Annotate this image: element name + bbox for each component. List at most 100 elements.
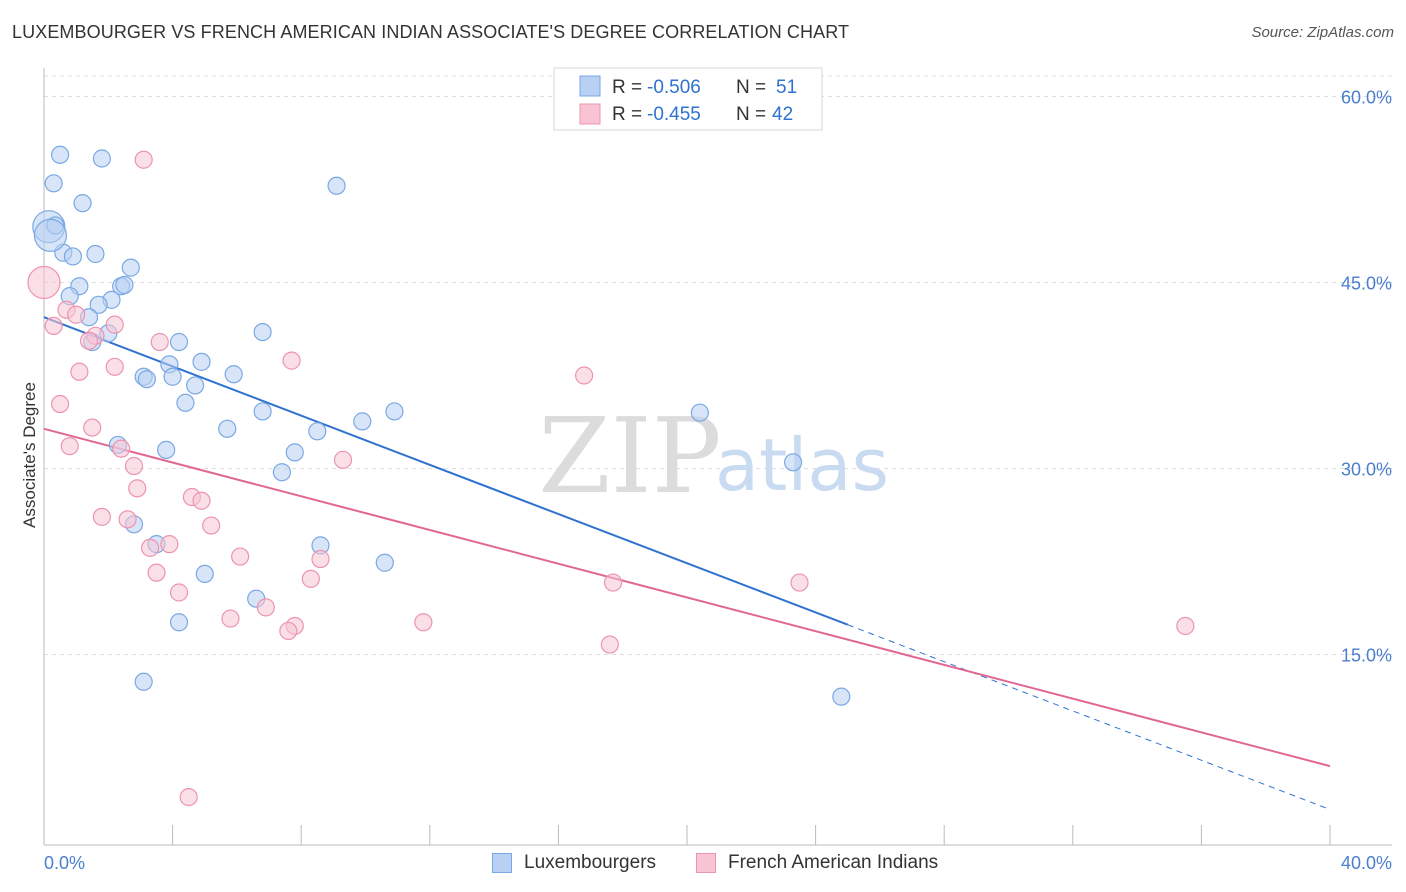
french-american-indians-point-21 (192, 491, 211, 510)
luxembourgers-point-22 (192, 352, 211, 371)
luxembourgers-point-26 (163, 367, 182, 386)
french-american-indians-point-30 (301, 569, 320, 588)
legend-top: R = -0.506 N = 51 R = -0.455 N = 42 (553, 67, 823, 131)
luxembourgers-point-8 (63, 247, 83, 266)
french-american-indians-point-41 (179, 787, 198, 807)
french-american-indians-point-22 (92, 507, 111, 526)
french-american-indians-point-31 (603, 573, 623, 592)
french-american-indians-point-35 (221, 609, 240, 628)
legend-label-luxembourgers: Luxembourgers (524, 852, 657, 873)
luxembourgers-point-30 (253, 402, 272, 421)
trend-line-luxembourgers (43, 316, 849, 626)
french-american-indians-point-10 (105, 357, 124, 376)
trend-line-french-american-indians (43, 427, 1331, 768)
grid-lines (44, 75, 1392, 655)
luxembourgers-point-9 (86, 244, 105, 264)
luxembourgers-point-33 (218, 419, 237, 438)
luxembourgers-point-49 (832, 687, 851, 706)
french-american-indians-point-25 (140, 538, 160, 557)
luxembourgers-point-50 (33, 218, 68, 252)
legend-n-value-2: 42 (772, 104, 793, 125)
legend-r-label-2: R = (612, 104, 647, 125)
luxembourgers-point-18 (253, 323, 272, 342)
french-american-indians-point-17 (333, 450, 353, 469)
legend-r-value-1: -0.506 (647, 77, 701, 98)
french-american-indians-point-16 (112, 439, 131, 458)
french-american-indians-point-19 (128, 479, 147, 498)
tick-labels: 15.0% 30.0% 45.0% 60.0% 0.0% 40.0% (44, 88, 1392, 874)
french-american-indians-point-4 (44, 316, 63, 335)
legend-item-luxembourgers[interactable]: Luxembourgers (492, 852, 656, 874)
legend-swatch-blue (579, 75, 601, 97)
french-american-indians-point-3 (67, 305, 86, 324)
luxembourgers-point-10 (121, 258, 140, 277)
luxembourgers-point-39 (272, 463, 292, 482)
y-tick-label-0: 15.0% (1341, 646, 1392, 666)
luxembourgers-point-1 (44, 174, 63, 193)
luxembourgers-point-31 (385, 402, 404, 421)
luxembourgers-point-4 (73, 194, 92, 213)
french-american-indians-point-15 (60, 437, 79, 456)
source-label: Source: ZipAtlas.com (1251, 24, 1394, 41)
french-american-indians-point-40 (600, 635, 619, 654)
french-american-indians-point-28 (311, 549, 330, 569)
luxembourgers-point-48 (134, 672, 153, 691)
legend-swatch-french-american-indians (696, 853, 716, 873)
french-american-indians-point-18 (124, 456, 144, 476)
french-american-indians-point-33 (169, 583, 189, 602)
french-american-indians-point-39 (1176, 616, 1195, 636)
luxembourgers-point-40 (783, 453, 803, 472)
y-tick-label-3: 60.0% (1341, 88, 1392, 108)
french-american-indians-point-13 (50, 394, 70, 414)
legend-n-value-1: 51 (776, 77, 797, 98)
legend-swatch-pink (579, 103, 601, 125)
french-american-indians-point-36 (414, 613, 433, 632)
french-american-indians-point-34 (256, 598, 275, 617)
axes (43, 68, 1392, 846)
luxembourgers-point-3 (327, 176, 346, 195)
french-american-indians-point-14 (83, 418, 102, 437)
luxembourgers-point-38 (285, 443, 304, 462)
legend-r-value-2: -0.455 (647, 104, 701, 125)
luxembourgers-point-32 (353, 412, 372, 431)
trend-line-luxembourgers-extension (847, 624, 1331, 810)
y-tick-label-1: 30.0% (1341, 460, 1392, 480)
luxembourgers-point-37 (157, 440, 176, 459)
french-american-indians-point-8 (79, 331, 99, 350)
luxembourgers-point-21 (169, 332, 189, 352)
legend-n-label-1: N = (736, 77, 771, 98)
chart-title: LUXEMBOURGER VS FRENCH AMERICAN INDIAN A… (12, 22, 850, 42)
series-french-american-indians (27, 150, 1195, 807)
french-american-indians-point-26 (160, 535, 179, 554)
legend-item-french-american-indians[interactable]: French American Indians (696, 852, 938, 874)
luxembourgers-point-16 (89, 295, 108, 314)
luxembourgers-point-13 (115, 275, 134, 295)
luxembourgers-point-25 (137, 370, 156, 389)
french-american-indians-point-1 (27, 265, 61, 300)
french-american-indians-point-23 (118, 510, 137, 529)
legend-r-label-1: R = (612, 77, 647, 98)
french-american-indians-point-24 (202, 516, 221, 535)
french-american-indians-point-29 (147, 563, 166, 582)
trend-lines (43, 316, 1331, 810)
french-american-indians-point-9 (282, 351, 301, 370)
luxembourgers-point-45 (195, 564, 214, 584)
french-american-indians-point-38 (279, 621, 298, 641)
luxembourgers-point-44 (375, 553, 394, 572)
french-american-indians-point-7 (150, 332, 169, 352)
y-tick-label-2: 45.0% (1341, 274, 1392, 294)
watermark-zip: ZIP (538, 395, 721, 517)
french-american-indians-point-32 (790, 573, 809, 592)
luxembourgers-point-2 (92, 149, 111, 168)
watermark: ZIP atlas (538, 395, 889, 517)
legend-swatch-luxembourgers (492, 853, 512, 873)
x-tick-label-1: 40.0% (1341, 853, 1392, 873)
luxembourgers-point-34 (308, 422, 327, 441)
legend-bottom: Luxembourgers French American Indians (0, 852, 1406, 878)
x-tick-label-0: 0.0% (44, 853, 85, 873)
french-american-indians-point-12 (575, 366, 594, 385)
french-american-indians-point-11 (70, 362, 89, 381)
luxembourgers-point-27 (224, 365, 243, 384)
french-american-indians-point-5 (105, 315, 124, 334)
luxembourgers-point-35 (690, 403, 709, 422)
